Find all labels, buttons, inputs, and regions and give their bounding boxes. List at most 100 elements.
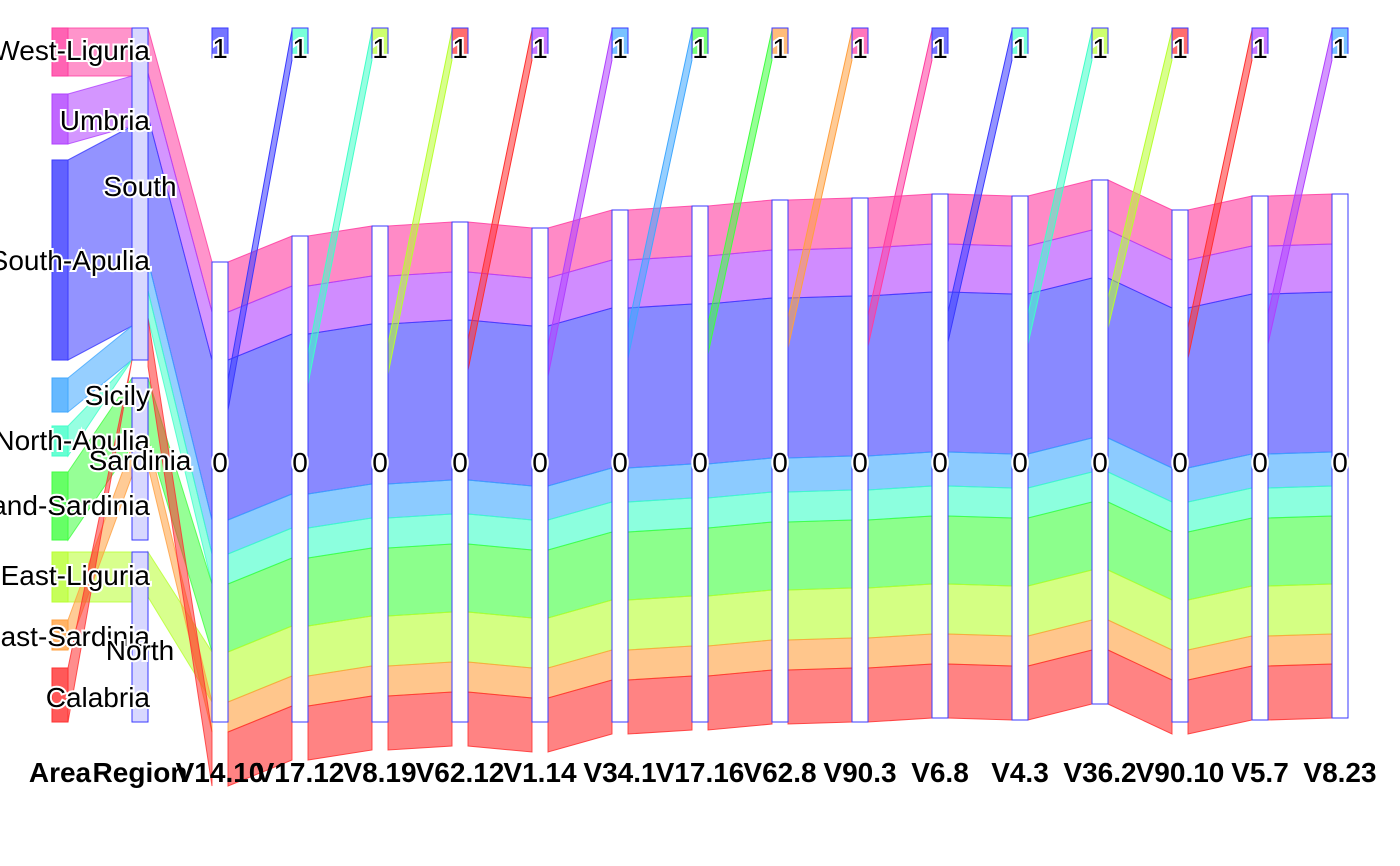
level0-bar-8 [851,197,869,723]
ribbon-v2-4 [387,513,453,549]
level1-label-5: 1 [612,33,628,64]
level1-label-6: 1 [692,33,708,64]
area-label-8: Calabria [46,682,151,713]
axis-name-7: V34.1 [583,757,656,788]
axis-name-5: V62.12 [416,757,505,788]
ribbon-v2-2 [387,319,453,485]
ribbon-v7-8 [787,667,853,725]
ribbon-v8-7 [867,633,933,669]
ribbon-v3-5 [467,543,533,619]
area-bar-2 [51,159,69,361]
ribbon-v5-5 [627,527,693,601]
level1-label-12: 1 [1172,33,1188,64]
ribbon-v13-3 [1267,451,1333,489]
axis-name-6: V1.14 [503,757,577,788]
area-label-3: Sicily [85,380,150,411]
level1-bar-13 [1251,27,1269,59]
area-label-4: North-Apulia [0,425,150,456]
level0-bar-14 [1331,193,1349,719]
level0-label-14: 0 [1332,447,1348,478]
ribbon-v9-5 [947,515,1013,587]
region-bar-0 [131,27,149,361]
level1-bar-8 [851,27,869,59]
ribbon-v2-8 [387,691,453,751]
level0-bar-9 [931,193,949,719]
level0-bar-3 [451,221,469,723]
ribbon-v2-7 [387,661,453,697]
ribbons-layer [67,27,1333,787]
ribbon-v2-0 [387,221,453,277]
level0-label-0: 0 [212,447,228,478]
area-label-6: East-Liguria [1,560,151,591]
level1-bar-11 [1091,27,1109,59]
level1-bar-6 [691,27,709,59]
ribbon-v5-4 [627,497,693,533]
level0-label-2: 0 [372,447,388,478]
level1-bar-0 [211,27,229,59]
ribbon-v13-5 [1267,515,1333,587]
level0-bar-5 [611,209,629,723]
level1-bar-10 [1011,27,1029,59]
axis-name-2: V14.10 [176,757,265,788]
ribbon-v4-8 [547,679,613,753]
ribbon-v5-7 [627,645,693,681]
level0-bar-7 [771,199,789,723]
ribbon-v12-2 [1187,293,1253,469]
area-label-2: South-Apulia [0,245,150,276]
ribbon-v0-8 [227,705,293,787]
level0-label-12: 0 [1172,447,1188,478]
ribbon-v6-8 [707,669,773,731]
ribbon-v3-0 [467,221,533,279]
ribbon-v2-5 [387,543,453,617]
region-label-1: Sardinia [89,445,192,476]
level1-label-9: 1 [932,33,948,64]
ribbon-v7-5 [787,519,853,591]
axis-bars-layer [51,27,1349,723]
axis-name-15: V5.7 [1231,757,1289,788]
level0-bar-4 [531,227,549,723]
level1-label-2: 1 [372,33,388,64]
ribbon-v13-6 [1267,583,1333,637]
ribbon-v1-2 [307,323,373,495]
area-bar-5 [51,471,69,541]
ribbon-v7-6 [787,587,853,641]
level0-label-11: 0 [1092,447,1108,478]
level0-label-9: 0 [932,447,948,478]
level1-bar-12 [1171,27,1189,59]
ribbon-v3-6 [467,611,533,669]
axis-name-0: Area [29,757,92,788]
area-label-7: Coast-Sardinia [0,621,150,652]
ribbon-v10-2 [1027,277,1093,455]
area-label-5: Inland-Sardinia [0,490,150,521]
ribbon-v8-8 [867,663,933,723]
level1-label-4: 1 [532,33,548,64]
ribbon-v7-7 [787,637,853,671]
axis-name-9: V62.8 [743,757,816,788]
ribbon-v13-4 [1267,485,1333,519]
level0-label-5: 0 [612,447,628,478]
ribbon-v5-3 [627,463,693,503]
level1-label-7: 1 [772,33,788,64]
area-bar-3 [51,377,69,413]
ribbon-v6-3 [707,457,773,499]
axis-name-13: V36.2 [1063,757,1136,788]
ribbon-v8-3 [867,451,933,491]
level1-bar-3 [451,27,469,59]
level1-label-11: 1 [1092,33,1108,64]
level0-label-7: 0 [772,447,788,478]
level1-label-3: 1 [452,33,468,64]
level1-bar-9 [931,27,949,59]
area-label-0: West-Liguria [0,35,150,66]
ribbon-area-region-8 [67,359,133,723]
ribbon-v3-8 [467,691,533,753]
level0-label-13: 0 [1252,447,1268,478]
ribbon-v6-6 [707,589,773,647]
level1-label-14: 1 [1332,33,1348,64]
level0-bar-1 [291,235,309,723]
ribbon-v5-8 [627,675,693,735]
level0-label-6: 0 [692,447,708,478]
region-bar-2 [131,551,149,723]
level0-label-1: 0 [292,447,308,478]
